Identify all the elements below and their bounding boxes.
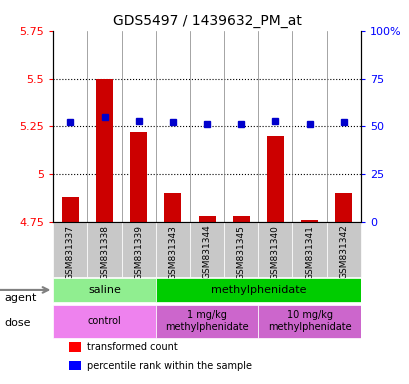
Text: saline: saline bbox=[88, 285, 121, 295]
Title: GDS5497 / 1439632_PM_at: GDS5497 / 1439632_PM_at bbox=[112, 14, 301, 28]
Text: GSM831337: GSM831337 bbox=[66, 225, 75, 280]
FancyBboxPatch shape bbox=[189, 222, 224, 277]
Bar bbox=[266, 136, 283, 222]
Text: GSM831343: GSM831343 bbox=[168, 225, 177, 280]
Text: GSM831344: GSM831344 bbox=[202, 225, 211, 280]
Text: transformed count: transformed count bbox=[87, 342, 178, 352]
FancyBboxPatch shape bbox=[155, 222, 189, 277]
FancyBboxPatch shape bbox=[53, 222, 87, 277]
Bar bbox=[334, 193, 351, 222]
FancyBboxPatch shape bbox=[121, 222, 155, 277]
Bar bbox=[198, 216, 215, 222]
FancyBboxPatch shape bbox=[53, 305, 155, 338]
Text: 10 mg/kg
methylphenidate: 10 mg/kg methylphenidate bbox=[267, 310, 351, 332]
FancyBboxPatch shape bbox=[155, 305, 258, 338]
Text: GSM831338: GSM831338 bbox=[100, 225, 109, 280]
Bar bbox=[164, 193, 181, 222]
Text: percentile rank within the sample: percentile rank within the sample bbox=[87, 361, 252, 371]
Bar bbox=[62, 197, 79, 222]
FancyBboxPatch shape bbox=[326, 222, 360, 277]
Text: agent: agent bbox=[4, 293, 36, 303]
Text: GSM831342: GSM831342 bbox=[338, 225, 347, 280]
Text: GSM831345: GSM831345 bbox=[236, 225, 245, 280]
FancyBboxPatch shape bbox=[258, 305, 360, 338]
Bar bbox=[130, 132, 147, 222]
Bar bbox=[69, 361, 81, 370]
FancyBboxPatch shape bbox=[53, 278, 155, 301]
FancyBboxPatch shape bbox=[87, 222, 121, 277]
FancyBboxPatch shape bbox=[155, 278, 360, 301]
Bar bbox=[96, 78, 113, 222]
Bar bbox=[232, 216, 249, 222]
Text: 1 mg/kg
methylphenidate: 1 mg/kg methylphenidate bbox=[165, 310, 248, 332]
FancyBboxPatch shape bbox=[292, 222, 326, 277]
Bar bbox=[69, 343, 81, 352]
Bar bbox=[300, 220, 317, 222]
Text: dose: dose bbox=[4, 318, 31, 328]
Text: control: control bbox=[88, 316, 121, 326]
FancyBboxPatch shape bbox=[224, 222, 258, 277]
Text: methylphenidate: methylphenidate bbox=[210, 285, 305, 295]
FancyBboxPatch shape bbox=[258, 222, 292, 277]
Text: GSM831341: GSM831341 bbox=[304, 225, 313, 280]
Text: GSM831339: GSM831339 bbox=[134, 225, 143, 280]
Text: GSM831340: GSM831340 bbox=[270, 225, 279, 280]
